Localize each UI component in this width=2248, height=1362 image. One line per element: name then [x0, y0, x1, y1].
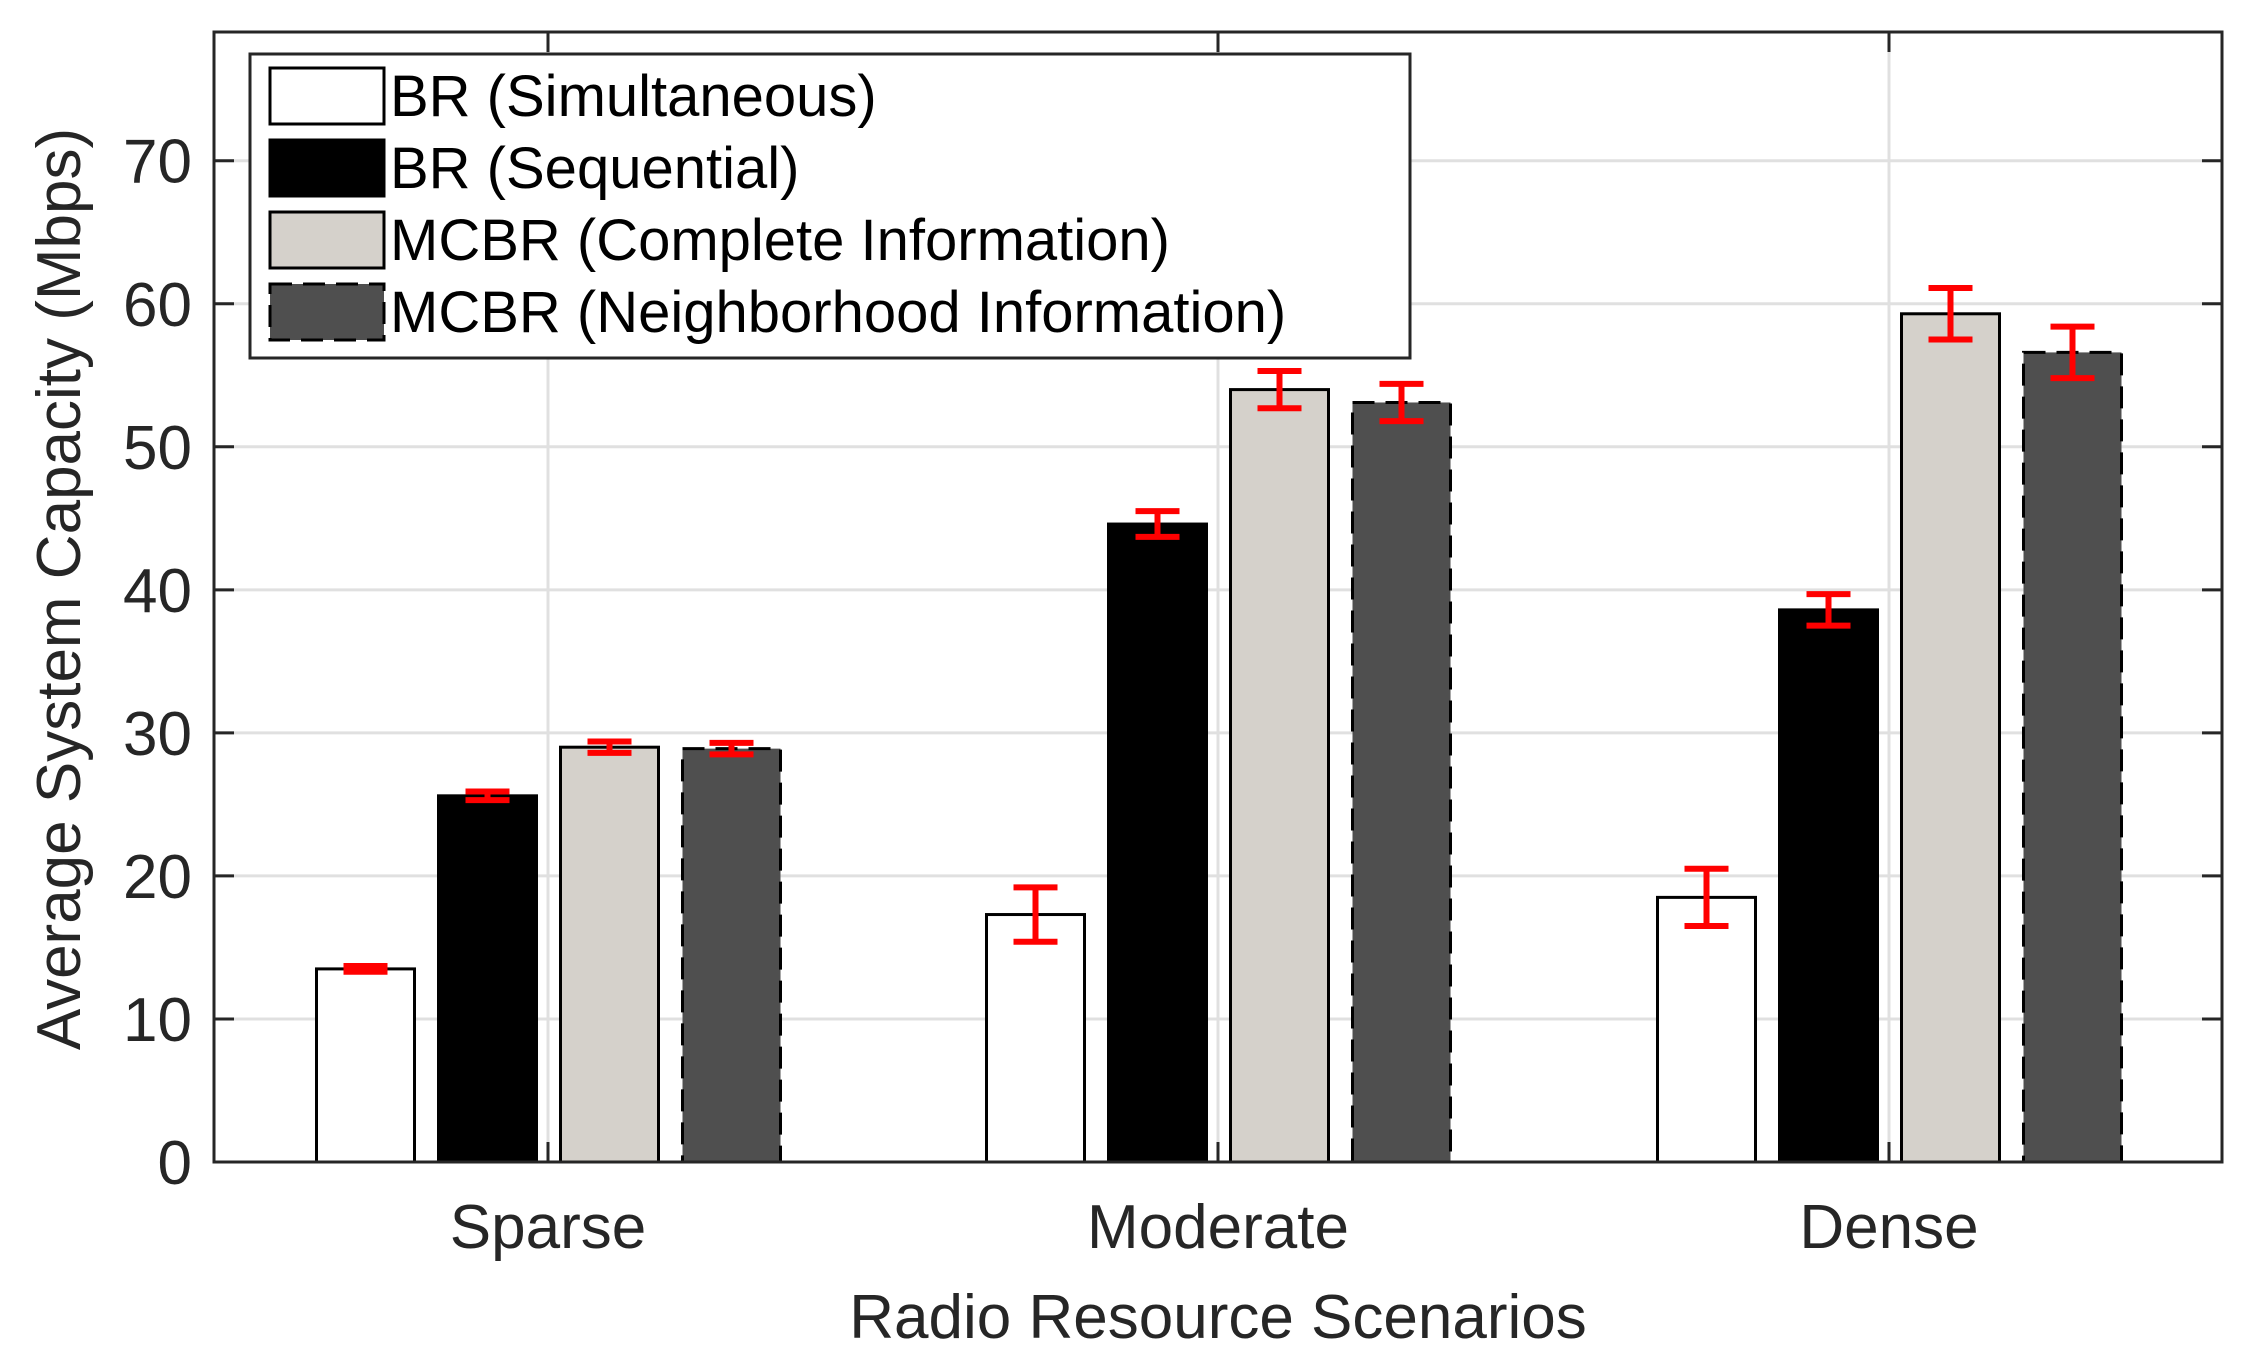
- y-tick-label: 10: [123, 986, 192, 1055]
- y-tick-label: 30: [123, 700, 192, 769]
- axes: [212, 30, 2224, 1164]
- y-tick-label: 60: [123, 271, 192, 340]
- bar-mcbr-complete-information-moderate: [1229, 388, 1330, 1164]
- x-tick-label: Sparse: [450, 1193, 646, 1262]
- legend-entry: MCBR (Complete Information): [268, 208, 1170, 273]
- error-bar: [1257, 368, 1302, 412]
- y-tick-label: 20: [123, 843, 192, 912]
- error-bar: [709, 739, 754, 758]
- bar-br-simultaneous-dense: [1656, 895, 1757, 1164]
- legend-box: [248, 52, 1412, 360]
- bar-br-simultaneous-moderate: [985, 913, 1086, 1164]
- tick-labels: 0 10 20 30 40 50 60 70 Sparse Moderate Dense: [123, 128, 1979, 1262]
- y-tick-label: 50: [123, 414, 192, 483]
- error-bar: [2050, 323, 2095, 382]
- legend-swatch: [268, 282, 386, 342]
- error-bar: [1806, 591, 1851, 629]
- x-tick-label: Moderate: [1087, 1193, 1349, 1262]
- legend-swatch: [268, 138, 386, 198]
- error-bar: [1379, 380, 1424, 425]
- y-tick-label: 40: [123, 557, 192, 626]
- error-bar: [1684, 865, 1729, 929]
- bar-mcbr-complete-information-dense: [1900, 312, 2001, 1164]
- legend: BR (Simultaneous) BR (Sequential) MCBR (Co…: [248, 52, 1412, 360]
- legend-label: MCBR (Complete Information): [390, 208, 1170, 273]
- legend-swatch: [268, 66, 386, 126]
- legend-entry: BR (Simultaneous): [268, 64, 877, 129]
- bar-mcbr-neighborhood-information-sparse: [681, 747, 782, 1164]
- error-bar: [343, 963, 388, 975]
- y-axis-title: Average System Capacity (Mbps): [25, 128, 94, 1050]
- bar-mcbr-complete-information-sparse: [559, 745, 660, 1164]
- error-bar: [587, 738, 632, 756]
- x-axis-title: Radio Resource Scenarios: [849, 1283, 1587, 1352]
- error-bars: [343, 285, 2095, 975]
- legend-entry: MCBR (Neighborhood Information): [268, 280, 1286, 345]
- error-bar: [1135, 508, 1180, 540]
- legend-label: BR (Sequential): [390, 136, 799, 201]
- y-tick-label: 70: [123, 128, 192, 197]
- legend-label: MCBR (Neighborhood Information): [390, 280, 1286, 345]
- bar-br-sequential-dense: [1778, 608, 1879, 1164]
- error-bar: [465, 788, 510, 804]
- y-tick-label: 0: [158, 1129, 192, 1198]
- error-bar: [1928, 285, 1973, 343]
- legend-label: BR (Simultaneous): [390, 64, 877, 129]
- bar-br-sequential-moderate: [1107, 522, 1208, 1164]
- legend-swatch: [268, 210, 386, 270]
- error-bar: [1013, 884, 1058, 945]
- bar-br-sequential-sparse: [437, 794, 538, 1164]
- bar-mcbr-neighborhood-information-dense: [2022, 350, 2123, 1164]
- legend-entry: BR (Sequential): [268, 136, 799, 201]
- x-tick-label: Dense: [1799, 1193, 1978, 1262]
- bar-mcbr-neighborhood-information-moderate: [1351, 400, 1452, 1164]
- bars: [315, 312, 2123, 1164]
- bar-br-simultaneous-sparse: [315, 967, 416, 1164]
